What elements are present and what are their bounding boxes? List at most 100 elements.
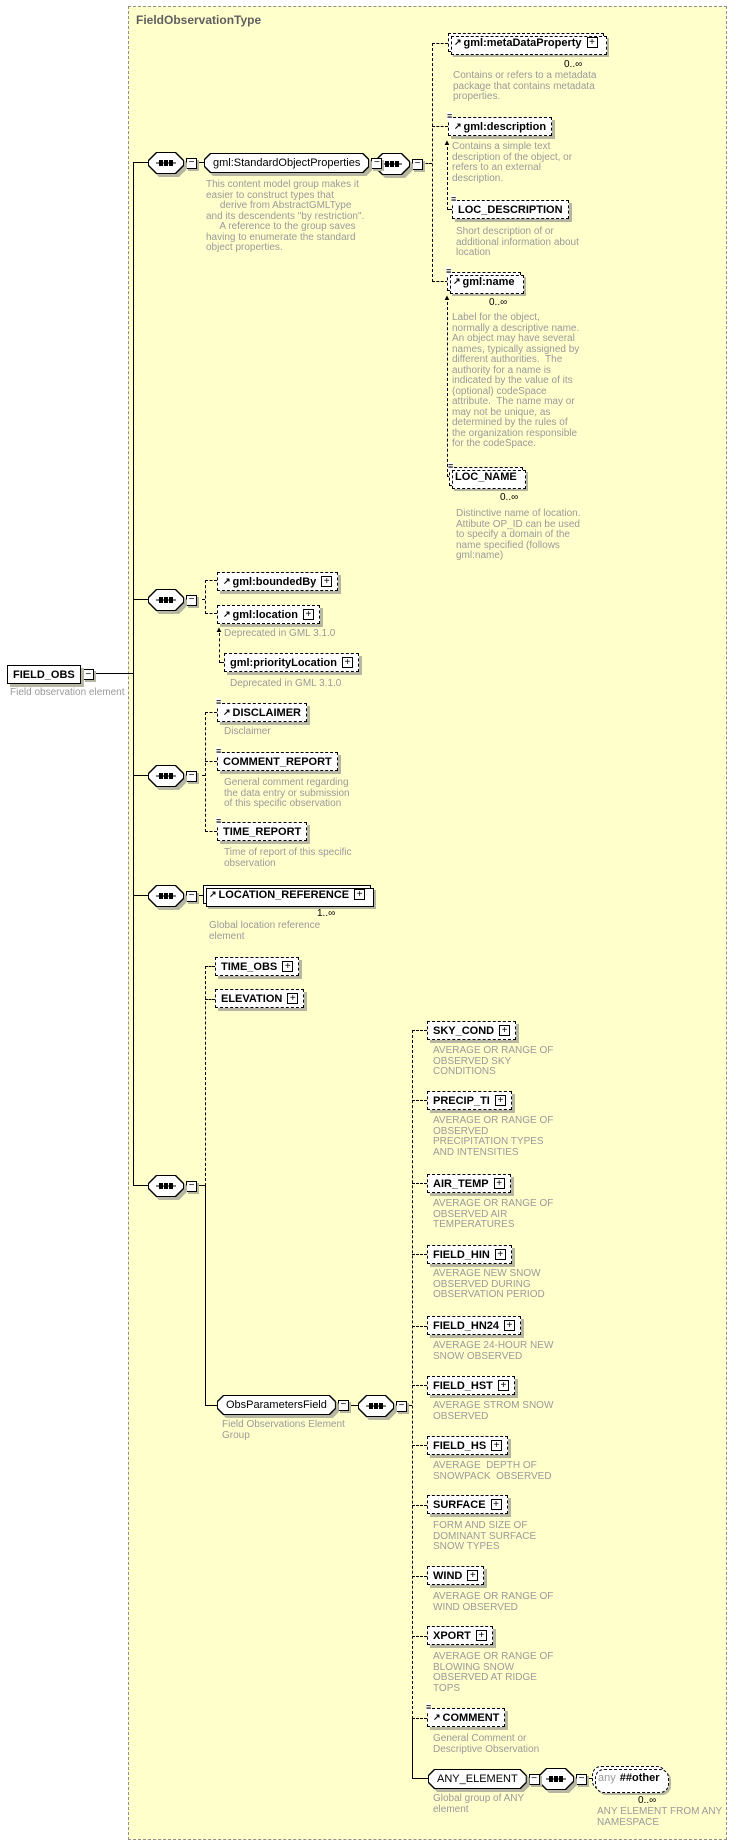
collapse-button[interactable]: − <box>576 1773 587 1785</box>
annotation: Contains a simple text description of th… <box>452 141 573 184</box>
sequence-connector: − <box>148 1175 197 1197</box>
connector-line <box>205 999 215 1000</box>
connector-line <box>432 43 433 282</box>
connector-line <box>205 1185 206 1406</box>
connector-line <box>422 163 432 164</box>
expand-button[interactable]: + <box>504 1320 516 1331</box>
annotation: General Comment or Descriptive Observati… <box>433 1733 540 1755</box>
group-label: ObsParametersField <box>226 1399 327 1411</box>
expand-button[interactable]: + <box>497 1380 509 1391</box>
element-disclaimer: DISCLAIMER <box>216 698 307 722</box>
connector-line <box>205 580 206 614</box>
connector-line <box>447 302 448 477</box>
expand-button[interactable]: + <box>494 1249 506 1260</box>
element-field-hst: FIELD_HST + <box>427 1376 515 1395</box>
collapse-button[interactable]: − <box>337 1399 349 1411</box>
wildcard-any-other: any ##other <box>592 1766 668 1793</box>
collapse-button[interactable]: − <box>412 158 423 170</box>
group-any-element: ANY_ELEMENT − <box>428 1769 540 1789</box>
expand-button[interactable]: + <box>490 1499 502 1510</box>
sequence-icon <box>156 597 176 603</box>
collapse-button[interactable]: − <box>82 669 94 680</box>
connector-line <box>412 1030 427 1031</box>
collapse-button[interactable]: − <box>371 157 383 169</box>
annotation: AVERAGE 24-HOUR NEW SNOW OBSERVED <box>433 1340 554 1362</box>
expand-button[interactable]: + <box>494 1095 506 1106</box>
connector-line <box>196 775 205 776</box>
collapse-button[interactable]: − <box>186 157 197 169</box>
element-gml-name: gml:name <box>446 267 524 294</box>
connector-line <box>205 761 217 762</box>
element-surface: SURFACE + <box>427 1495 508 1514</box>
element-location-reference: LOCATION_REFERENCE+ <box>203 885 375 907</box>
expand-button[interactable]: + <box>282 961 294 972</box>
collapse-button[interactable]: − <box>528 1773 540 1785</box>
connector-line <box>205 1405 217 1406</box>
expand-button[interactable]: + <box>499 1025 511 1036</box>
connector-line <box>193 162 204 163</box>
collapse-button[interactable]: − <box>186 1180 197 1192</box>
connector-line <box>412 1030 413 1719</box>
documentation-icon <box>446 267 452 275</box>
expand-button[interactable]: + <box>287 993 299 1004</box>
expand-button[interactable]: + <box>302 609 314 620</box>
occurrence-label: 0..∞ <box>500 492 519 503</box>
expand-button[interactable]: + <box>341 657 353 668</box>
annotation: Time of report of this specific observat… <box>224 847 352 869</box>
expand-button[interactable]: + <box>354 889 366 900</box>
annotation: AVERAGE OR RANGE OF OBSERVED SKY CONDITI… <box>433 1045 554 1077</box>
collapse-button[interactable]: − <box>186 890 197 902</box>
connector-line <box>196 599 205 600</box>
connector-line <box>412 1719 413 1779</box>
substitution-group-arrow-icon <box>215 626 223 634</box>
element-time-report: TIME_REPORT <box>216 817 308 841</box>
expand-button[interactable]: + <box>475 1630 487 1641</box>
wildcard-any-label: any <box>598 1772 616 1784</box>
connector-line <box>205 712 206 832</box>
collapse-button[interactable]: − <box>186 594 197 606</box>
annotation: ANY ELEMENT FROM ANY NAMESPACE <box>597 1806 723 1828</box>
annotation: AVERAGE DEPTH OF SNOWPACK OBSERVED <box>433 1460 552 1482</box>
element-gml-prioritylocation: gml:priorityLocation + <box>224 653 359 672</box>
group-obs-parameters-field: ObsParametersField − <box>217 1395 349 1415</box>
expand-button[interactable]: + <box>491 1440 503 1451</box>
collapse-button[interactable]: − <box>186 770 197 782</box>
substitution-arrow-icon <box>223 610 231 619</box>
substitution-arrow-icon <box>453 277 461 286</box>
connector-line <box>412 1576 427 1577</box>
sequence-icon <box>382 161 402 167</box>
documentation-icon <box>426 1703 432 1711</box>
annotation: AVERAGE OR RANGE OF OBSERVED PRECIPITATI… <box>433 1115 554 1158</box>
expand-button[interactable]: + <box>493 1178 505 1189</box>
element-gml-description: gml:description <box>447 112 553 136</box>
substitution-group-arrow-icon <box>443 139 451 147</box>
connector-line <box>412 1385 427 1386</box>
annotation: Label for the object, normally a descrip… <box>452 312 580 449</box>
annotation: Disclaimer <box>224 726 271 737</box>
collapse-button[interactable]: − <box>396 1400 407 1412</box>
connector-line <box>133 599 148 600</box>
connector-line <box>133 895 148 896</box>
element-field-hn24: FIELD_HN24 + <box>427 1316 522 1335</box>
substitution-arrow-icon <box>223 577 231 586</box>
complex-type-frame <box>128 6 727 1840</box>
documentation-icon <box>216 817 222 825</box>
connector-line <box>412 1254 427 1255</box>
substitution-arrow-icon <box>209 890 217 899</box>
annotation: Field Observations Element Group <box>222 1419 345 1441</box>
expand-button[interactable]: + <box>586 37 598 48</box>
element-field-hs: FIELD_HS + <box>427 1436 509 1455</box>
expand-button[interactable]: + <box>467 1570 479 1581</box>
documentation-icon <box>451 195 457 203</box>
sequence-connector: − <box>148 589 197 611</box>
connector-line <box>432 126 448 127</box>
expand-button[interactable]: + <box>321 576 333 587</box>
connector-line <box>412 1183 427 1184</box>
sequence-icon <box>156 773 176 779</box>
annotation: AVERAGE OR RANGE OF BLOWING SNOW OBSERVE… <box>433 1651 554 1694</box>
occurrence-label: 0..∞ <box>638 1795 657 1806</box>
sequence-connector: − <box>358 1395 407 1417</box>
connector-line <box>133 162 148 163</box>
element-xport: XPORT + <box>427 1626 493 1645</box>
annotation: Distinctive name of location. Attibute O… <box>456 508 581 561</box>
